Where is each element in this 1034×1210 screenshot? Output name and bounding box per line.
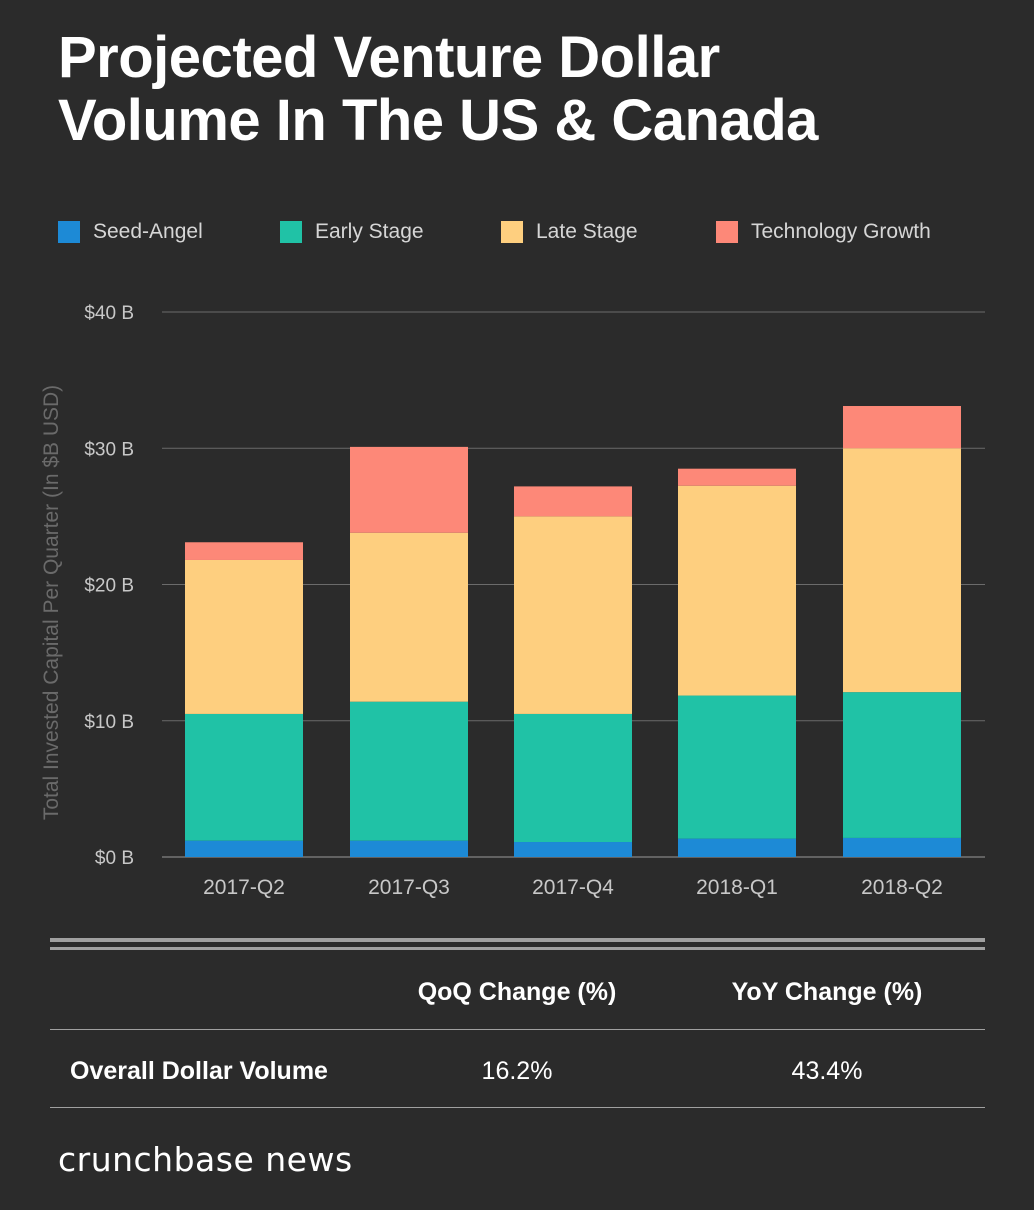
stacked-bar-chart: $0 B $10 B $20 B $30 B $40 B Total Invested C… — [40, 303, 985, 899]
bar-2017-q3-technology-growth — [350, 446, 468, 533]
table-header-qoq: QoQ Change (%) — [417, 978, 617, 1006]
legend-swatch-early-stage — [280, 221, 302, 243]
crunchbase-news-logo: crunchbase news — [58, 1140, 353, 1179]
legend-item-early-stage: Early Stage — [280, 220, 424, 244]
x-tick-label: 2017-Q3 — [368, 876, 450, 899]
table-row-label: Overall Dollar Volume — [70, 1057, 328, 1085]
x-tick-label: 2018-Q2 — [861, 876, 943, 899]
y-tick-label: $30 B — [84, 439, 134, 460]
legend-item-seed-angel: Seed-Angel — [58, 220, 203, 244]
table-bottom-divider — [50, 1107, 985, 1108]
y-tick-label: $40 B — [84, 303, 134, 324]
bar-2018-q1-technology-growth — [678, 468, 796, 486]
legend-item-technology-growth: Technology Growth — [716, 220, 931, 244]
legend-swatch-seed-angel — [58, 221, 80, 243]
chart-title: Projected Venture Dollar Volume In The U… — [58, 26, 998, 152]
table-cell-yoy-value: 43.4% — [791, 1057, 863, 1085]
bar-2017-q2-late-stage — [185, 559, 303, 714]
bar-2018-q1-late-stage — [678, 485, 796, 696]
y-axis-label: Total Invested Capital Per Quarter (In $… — [40, 385, 63, 820]
legend-label-seed-angel: Seed-Angel — [93, 220, 203, 243]
legend-label-early-stage: Early Stage — [315, 220, 424, 243]
bar-2017-q2-technology-growth — [185, 542, 303, 560]
table-top-rule-thick — [50, 938, 985, 942]
bar-2018-q1-early-stage — [678, 695, 796, 839]
bar-2018-q2-early-stage — [843, 692, 961, 838]
bar-2017-q3-late-stage — [350, 532, 468, 702]
legend-swatch-late-stage — [501, 221, 523, 243]
bar-2017-q4-late-stage — [514, 516, 632, 714]
table-cell-qoq-value: 16.2% — [481, 1057, 553, 1085]
bar-2018-q1-seed-angel — [678, 838, 796, 857]
table-top-rule-thin — [50, 947, 985, 950]
y-tick-label: $0 B — [95, 848, 134, 869]
bar-2017-q2-early-stage — [185, 713, 303, 841]
bar-2018-q2-late-stage — [843, 448, 961, 693]
y-tick-label: $20 B — [84, 576, 134, 597]
title-line-2: Volume In The US & Canada — [58, 88, 818, 153]
title-line-1: Projected Venture Dollar — [58, 25, 720, 90]
x-tick-label: 2017-Q2 — [203, 876, 285, 899]
legend-label-technology-growth: Technology Growth — [751, 220, 931, 243]
bar-2018-q2-technology-growth — [843, 406, 961, 449]
table-header-divider — [50, 1029, 985, 1030]
legend-label-late-stage: Late Stage — [536, 220, 638, 243]
x-tick-label: 2017-Q4 — [532, 876, 614, 899]
bar-2017-q2-seed-angel — [185, 840, 303, 857]
y-tick-label: $10 B — [84, 712, 134, 733]
chart-legend: Seed-Angel Early Stage Late Stage Techno… — [58, 220, 998, 250]
bar-2017-q4-early-stage — [514, 713, 632, 843]
bar-2017-q3-early-stage — [350, 701, 468, 841]
bar-2017-q4-technology-growth — [514, 486, 632, 517]
bar-2018-q2-seed-angel — [843, 837, 961, 857]
x-tick-label: 2018-Q1 — [696, 876, 778, 899]
bar-2017-q4-seed-angel — [514, 842, 632, 857]
legend-swatch-technology-growth — [716, 221, 738, 243]
bar-2017-q3-seed-angel — [350, 840, 468, 857]
table-header-yoy: YoY Change (%) — [731, 978, 923, 1006]
legend-item-late-stage: Late Stage — [501, 220, 638, 244]
